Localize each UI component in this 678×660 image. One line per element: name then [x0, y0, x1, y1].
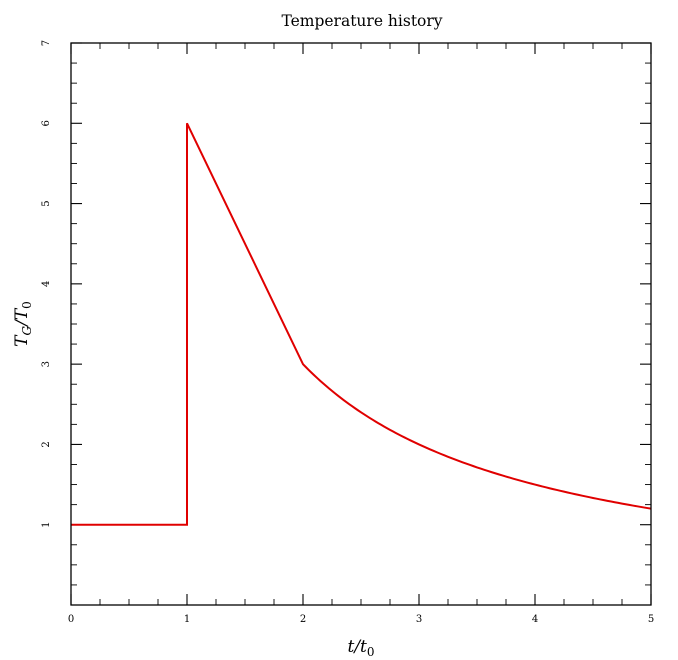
y-axis-label-subscript-2: 0 [20, 301, 34, 309]
axis-ticks [70, 42, 652, 606]
series-line [71, 122, 652, 526]
x-tick-label: 3 [416, 614, 422, 625]
x-tick-label: 5 [648, 614, 654, 625]
tick-labels: 0 1 2 3 4 5 1 2 3 4 5 6 7 [41, 40, 654, 625]
y-tick-label: 1 [41, 522, 52, 528]
y-axis-label: TG/T0 [12, 301, 34, 347]
x-tick-label: 1 [184, 614, 190, 625]
x-tick-label: 2 [300, 614, 306, 625]
y-axis-label-base: T [12, 334, 32, 347]
x-tick-label: 4 [532, 614, 538, 625]
y-tick-label: 4 [41, 281, 52, 287]
x-axis-label: t/t0 [347, 637, 374, 659]
x-axis-label-subscript: 0 [367, 645, 375, 659]
y-tick-label: 6 [41, 120, 52, 126]
y-tick-label: 7 [41, 40, 52, 46]
y-axis-label-middle: /T [12, 307, 32, 328]
plot-frame [70, 42, 652, 606]
series-layer [71, 122, 652, 526]
x-axis-label-base: t/t [347, 637, 367, 657]
y-axis-label-subscript-1: G [20, 325, 34, 335]
y-tick-label: 3 [41, 361, 52, 367]
y-tick-label: 2 [41, 441, 52, 447]
chart-title: Temperature history [281, 12, 442, 30]
x-tick-label: 0 [68, 614, 74, 625]
y-tick-label: 5 [41, 200, 52, 206]
